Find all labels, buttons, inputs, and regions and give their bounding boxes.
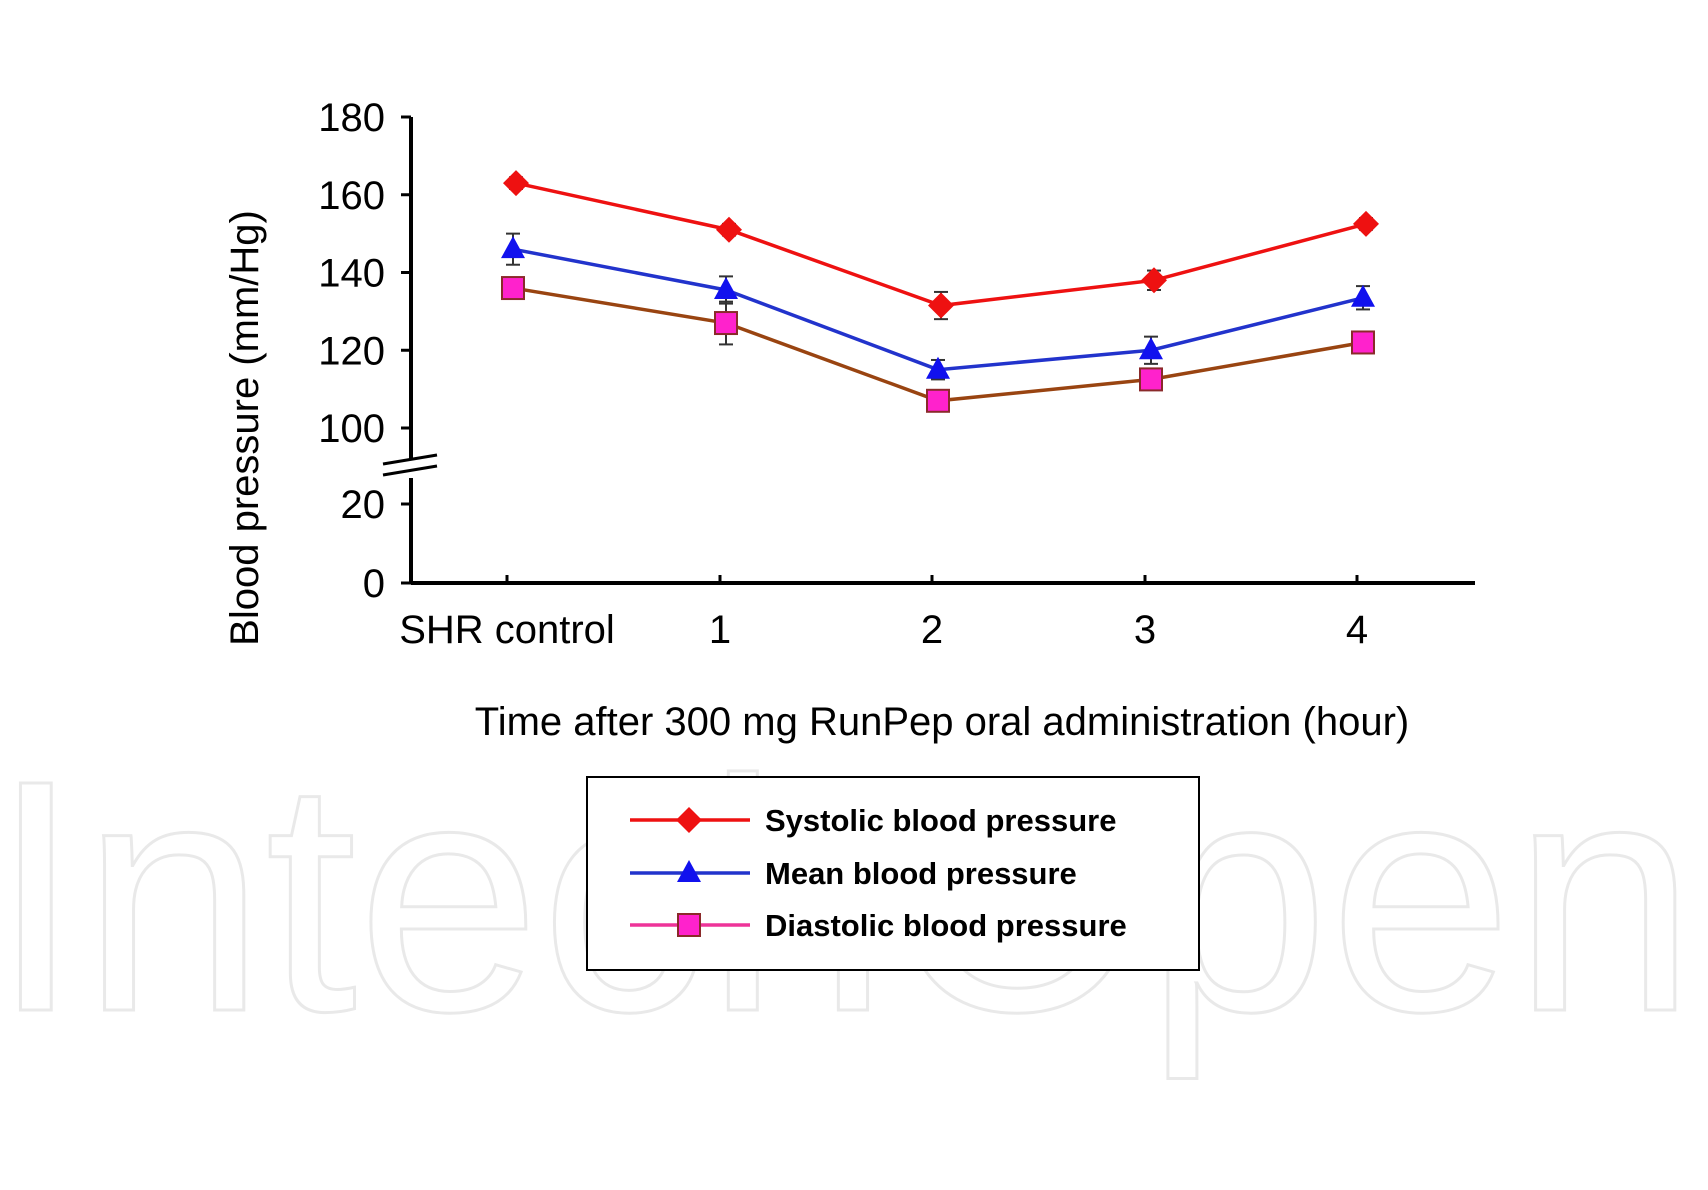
series-line	[515, 181, 1367, 308]
legend-label: Diastolic blood pressure	[765, 908, 1127, 943]
legend-marker	[677, 860, 701, 882]
y-tick-label: 140	[318, 252, 385, 296]
data-point	[1139, 367, 1163, 392]
y-tick-label: 160	[318, 174, 385, 218]
series-diamond	[503, 170, 1379, 321]
series-triangle	[501, 232, 1375, 381]
data-point	[501, 236, 525, 259]
series-square	[501, 276, 1375, 413]
x-tick-label: 1	[709, 608, 731, 652]
data-point	[501, 276, 525, 301]
y-tick-label: 100	[318, 407, 385, 451]
axes: 0 20 100 120 140 160 180 SHR control 1 2 3 4	[318, 96, 1475, 652]
legend-marker	[677, 913, 701, 937]
x-tick-label: 3	[1134, 608, 1156, 652]
data-point	[714, 311, 738, 336]
y-tick-label: 180	[318, 96, 385, 140]
axis-break-mark-upper	[382, 453, 438, 466]
legend: Systolic blood pressure Mean blood pressu…	[586, 776, 1200, 971]
x-tick-label: 2	[921, 608, 943, 652]
legend-label: Mean blood pressure	[765, 856, 1077, 891]
y-tick-label: 20	[341, 483, 386, 527]
data-point	[1353, 210, 1379, 237]
data-point	[1141, 267, 1167, 294]
data-point	[1351, 330, 1375, 355]
plot-area	[501, 170, 1379, 413]
legend-marker	[676, 807, 702, 833]
data-point	[716, 216, 742, 243]
axis-break-mark-lower	[382, 464, 438, 477]
y-tick-label: 120	[318, 329, 385, 373]
legend-label: Systolic blood pressure	[765, 803, 1116, 838]
data-point	[714, 276, 738, 299]
data-point	[1139, 337, 1163, 360]
x-tick-label: SHR control	[399, 608, 615, 652]
data-point	[928, 292, 954, 319]
x-tick-label: 4	[1346, 608, 1368, 652]
y-axis-title: Blood pressure (mm/Hg)	[223, 210, 267, 646]
data-point	[1351, 284, 1375, 307]
data-point	[926, 388, 950, 413]
data-point	[503, 170, 529, 197]
data-point	[926, 356, 950, 379]
x-axis-title: Time after 300 mg RunPep oral administra…	[475, 700, 1410, 744]
y-tick-label: 0	[363, 562, 385, 606]
